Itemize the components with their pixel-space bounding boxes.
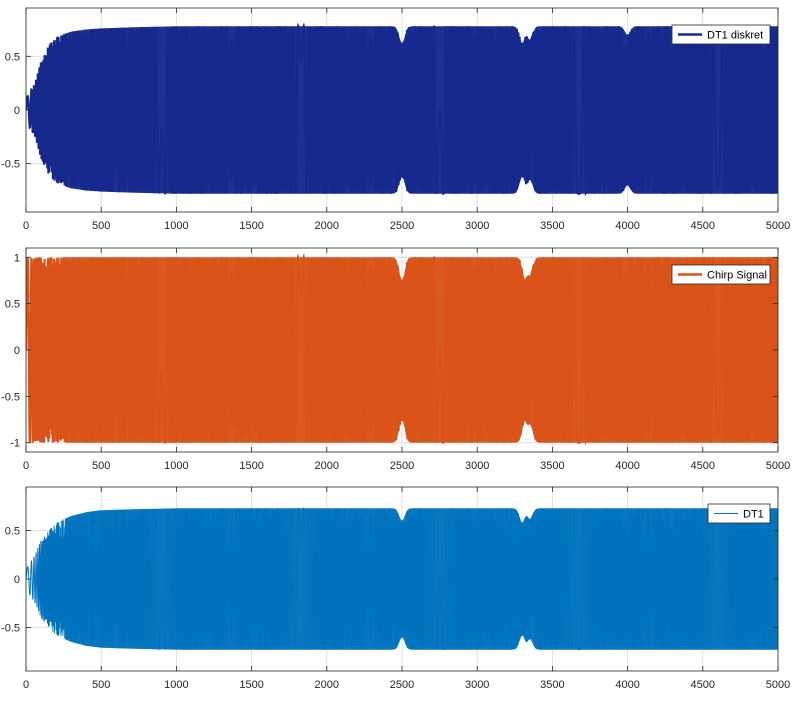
x-tick-label: 4500 [691, 220, 715, 232]
x-tick-label: 2000 [315, 460, 339, 472]
subplot-1: 0 500 1000 1500 2000 2500 3000 3500 4000 4500 5000… [1, 7, 790, 232]
x-tick-label: 1500 [239, 679, 263, 691]
x-tick-label: 1000 [164, 220, 188, 232]
x-tick-label: 0 [23, 220, 29, 232]
x-tick-label: 500 [92, 679, 110, 691]
x-tick-label: 500 [92, 460, 110, 472]
x-tick-label: 2500 [390, 220, 414, 232]
y-tick-label: -1 [10, 438, 20, 450]
x-tick-label: 3500 [540, 220, 564, 232]
y-tick-label: 0.5 [5, 299, 20, 311]
x-tick-label: 3500 [540, 679, 564, 691]
x-tick-label: 3000 [465, 460, 489, 472]
y-tick-label: -0.5 [1, 159, 20, 171]
x-tick-label: 5000 [766, 679, 790, 691]
legend-box [707, 503, 771, 524]
x-tick-label: 0 [23, 679, 29, 691]
subplot-3: 0 500 1000 1500 2000 2500 3000 3500 4000 4500 5000… [1, 486, 790, 691]
y-tick-label: 0.5 [5, 526, 20, 538]
x-tick-label: 4000 [615, 679, 639, 691]
legend-label: DT1 diskret [707, 30, 763, 42]
x-tick-label: 500 [92, 220, 110, 232]
y-tick-label: -0.5 [1, 622, 20, 634]
y-tick-label: 0 [14, 345, 20, 357]
y-tick-label: 0.5 [5, 51, 20, 63]
x-tick-label: 4500 [691, 460, 715, 472]
x-tick-label: 1000 [164, 679, 188, 691]
legend-label: DT1 [743, 509, 764, 521]
series-fill [65, 26, 778, 194]
x-tick-label: 3000 [465, 220, 489, 232]
x-tick-label: 2000 [315, 220, 339, 232]
y-tick-label: 1 [14, 252, 20, 264]
x-tick-label: 2500 [390, 460, 414, 472]
x-tick-label: 4500 [691, 679, 715, 691]
x-tick-label: 2000 [315, 679, 339, 691]
x-tick-label: 1500 [239, 220, 263, 232]
series-fill [65, 257, 778, 443]
subplot-2: 0 500 1000 1500 2000 2500 3000 3500 4000 4500 5000… [1, 247, 790, 472]
y-tick-label: -0.5 [1, 391, 20, 403]
series-fill [65, 508, 778, 650]
legend-box [671, 24, 771, 45]
x-tick-label: 1500 [239, 460, 263, 472]
x-tick-label: 4000 [615, 460, 639, 472]
x-tick-label: 3500 [540, 460, 564, 472]
x-tick-label: 4000 [615, 220, 639, 232]
x-tick-label: 2500 [390, 679, 414, 691]
legend-label: Chirp Signal [707, 270, 767, 282]
x-tick-label: 5000 [766, 220, 790, 232]
x-tick-label: 3000 [465, 679, 489, 691]
y-tick-label: 0 [14, 574, 20, 586]
x-tick-label: 0 [23, 460, 29, 472]
y-tick-label: 0 [14, 105, 20, 117]
legend-box [671, 264, 771, 285]
x-tick-label: 1000 [164, 460, 188, 472]
x-tick-label: 5000 [766, 460, 790, 472]
